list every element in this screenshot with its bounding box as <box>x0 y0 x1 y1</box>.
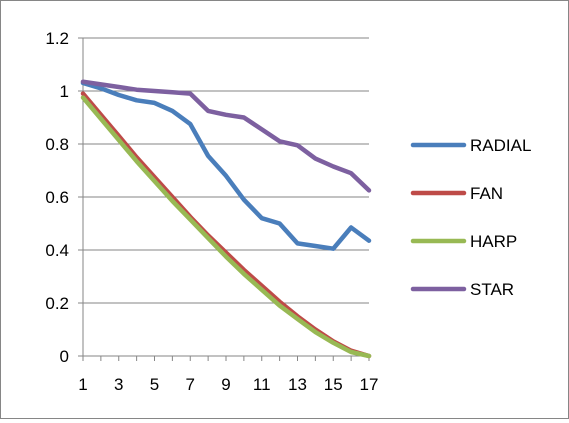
y-tick-label: 1.2 <box>45 29 69 48</box>
y-tick-label: 0.2 <box>45 294 69 313</box>
y-tick-label: 0 <box>60 347 69 366</box>
series-line-harp <box>80 95 372 359</box>
axes <box>78 37 370 361</box>
legend-label-harp: HARP <box>470 232 517 251</box>
series-lines <box>80 79 372 359</box>
y-tick-label: 0.8 <box>45 135 69 154</box>
series-line-radial <box>80 80 372 251</box>
legend-label-radial: RADIAL <box>470 136 531 155</box>
y-tick-label: 0.6 <box>45 188 69 207</box>
series-line-star <box>80 79 372 193</box>
x-tick-label: 9 <box>221 375 230 394</box>
series-line-fan <box>80 91 372 359</box>
x-tick-label: 1 <box>78 375 87 394</box>
legend: RADIAL FAN HARP STAR <box>410 136 531 299</box>
y-tick-label: 0.4 <box>45 241 69 260</box>
x-tick-label: 13 <box>288 375 307 394</box>
x-tick-label: 7 <box>186 375 195 394</box>
legend-label-star: STAR <box>470 280 514 299</box>
y-axis-tick-labels: 0 0.2 0.4 0.6 0.8 1 1.2 <box>45 29 69 366</box>
gridlines <box>83 37 369 304</box>
x-axis-tick-labels: 1 3 5 7 9 11 13 15 17 <box>78 375 378 394</box>
x-tick-label: 3 <box>114 375 123 394</box>
x-tick-label: 11 <box>253 375 271 394</box>
y-tick-label: 1 <box>60 82 69 101</box>
legend-label-fan: FAN <box>470 184 503 203</box>
x-tick-label: 15 <box>324 375 343 394</box>
x-tick-label: 17 <box>360 375 379 394</box>
x-tick-label: 5 <box>150 375 159 394</box>
